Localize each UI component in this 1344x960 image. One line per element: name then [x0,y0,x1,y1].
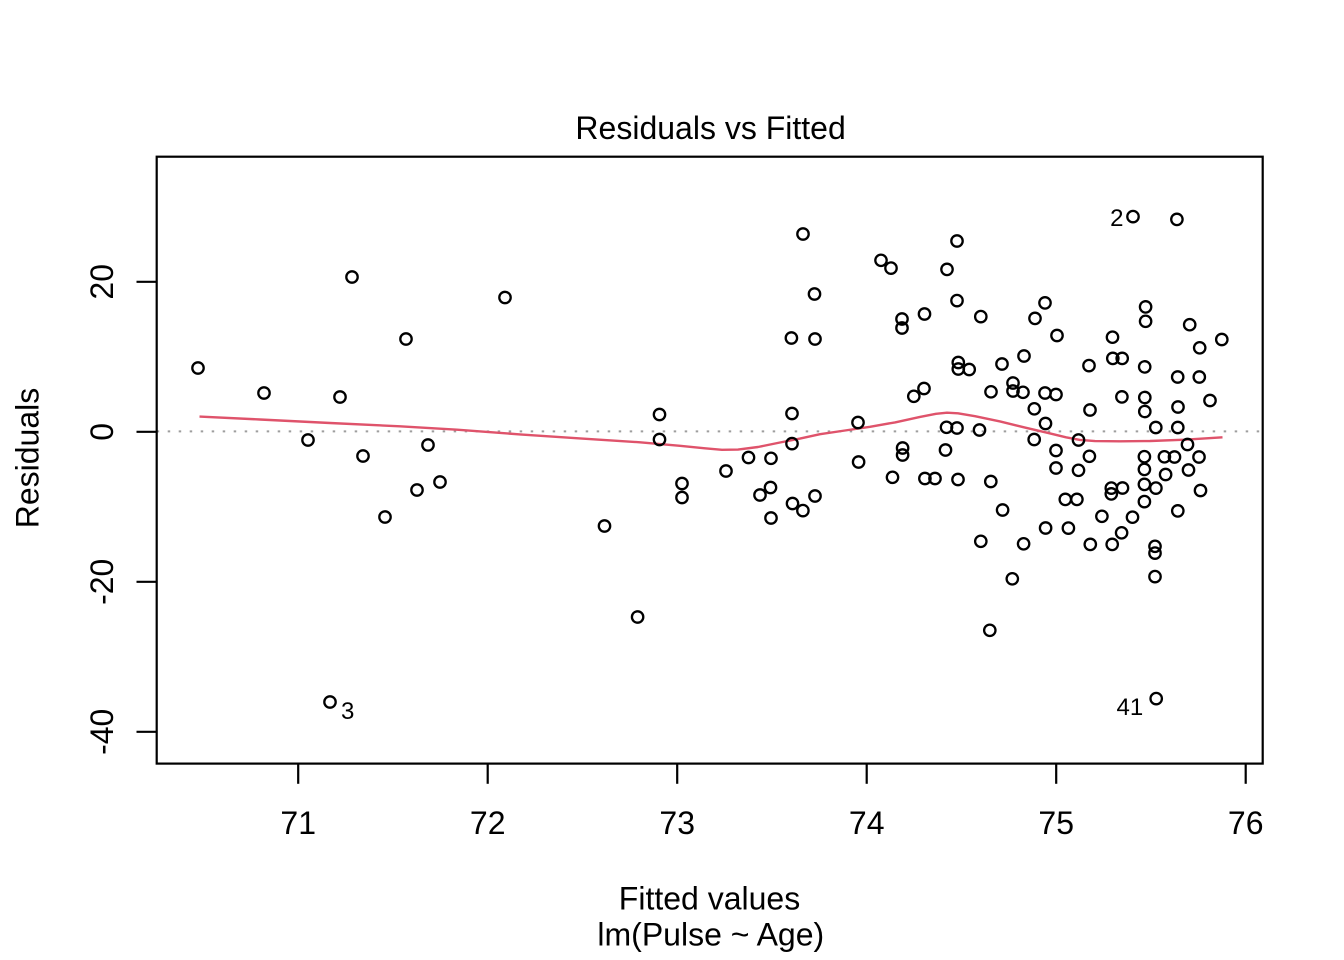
svg-text:41: 41 [1116,694,1143,721]
svg-text:73: 73 [659,805,695,841]
svg-text:-20: -20 [84,559,120,605]
svg-text:Residuals vs Fitted: Residuals vs Fitted [575,110,845,146]
svg-text:76: 76 [1228,805,1264,841]
svg-text:75: 75 [1038,805,1074,841]
svg-text:Fitted values: Fitted values [619,881,800,917]
svg-text:Residuals: Residuals [10,388,46,529]
svg-text:72: 72 [470,805,506,841]
svg-text:74: 74 [849,805,885,841]
svg-text:3: 3 [341,698,354,725]
svg-text:2: 2 [1110,205,1123,232]
svg-text:lm(Pulse ~ Age): lm(Pulse ~ Age) [597,917,824,953]
svg-text:-40: -40 [84,709,120,755]
svg-text:0: 0 [84,423,120,441]
svg-text:20: 20 [84,264,120,300]
svg-text:71: 71 [280,805,316,841]
